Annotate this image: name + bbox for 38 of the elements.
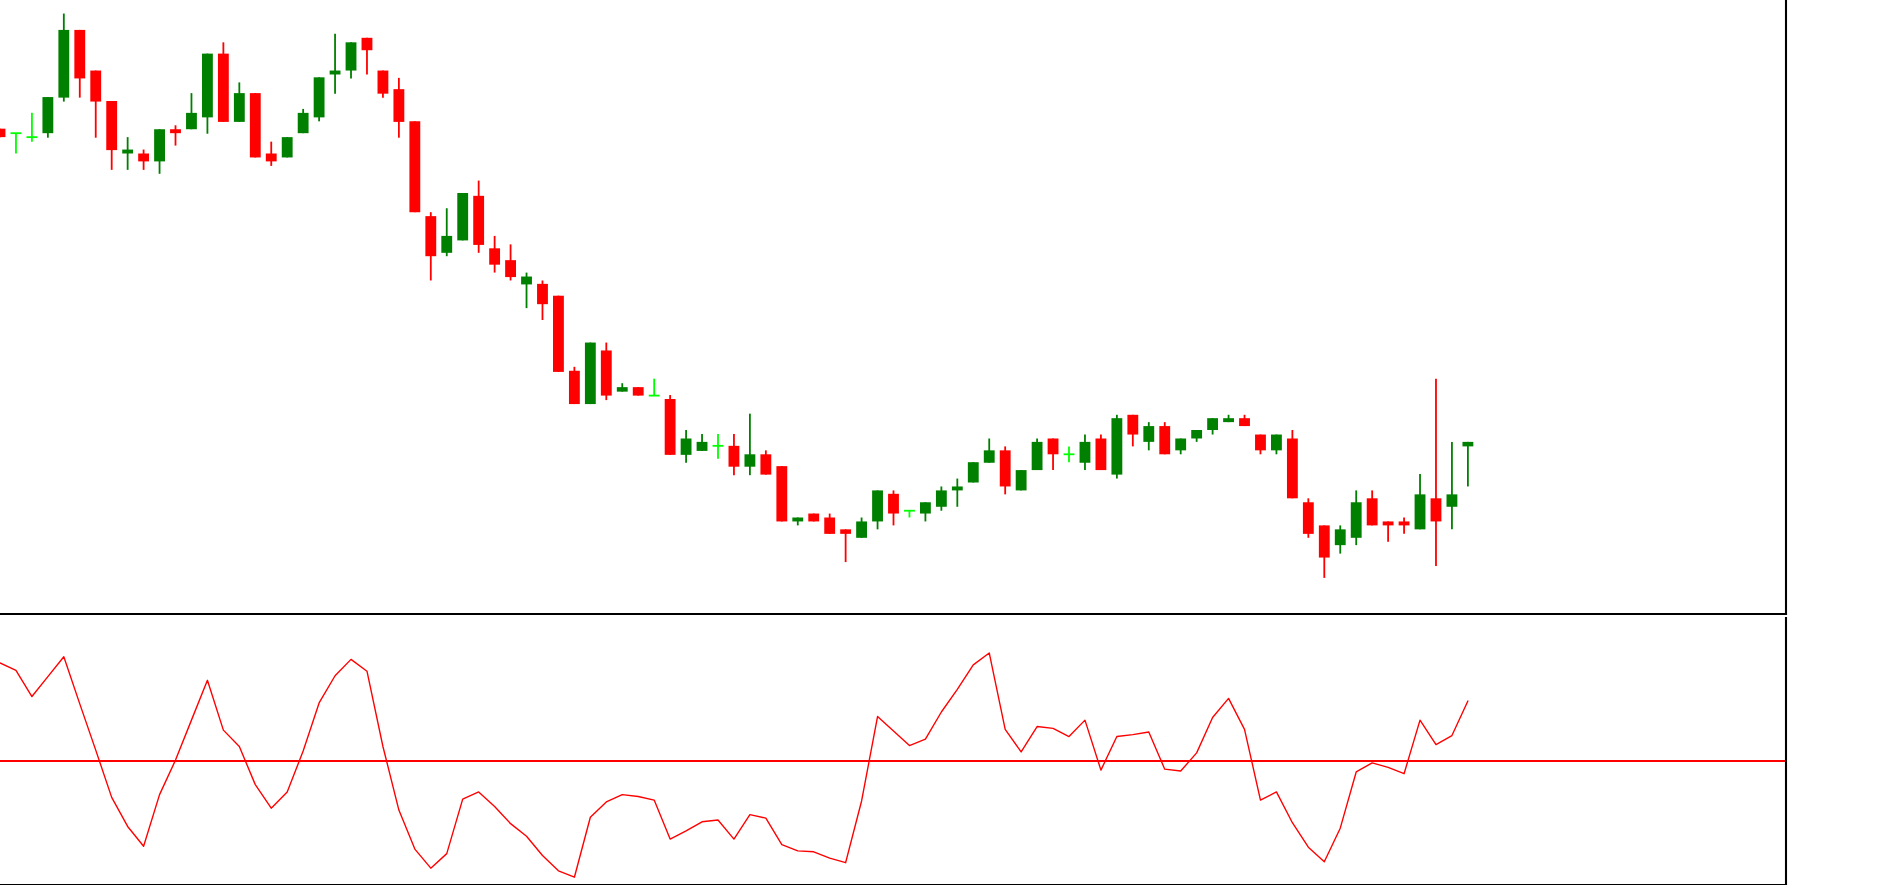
candlestick <box>744 412 756 477</box>
candlestick <box>138 148 150 171</box>
candlestick <box>377 69 389 99</box>
candlestick <box>441 207 453 258</box>
candlestick <box>680 429 692 464</box>
candlestick <box>1382 520 1394 543</box>
candlestick <box>647 377 661 397</box>
candlestick <box>888 489 899 527</box>
candlestick <box>186 92 197 131</box>
candlestick <box>1079 433 1091 471</box>
candlestick <box>25 111 39 143</box>
candlestick <box>840 528 852 563</box>
candlestick <box>9 132 23 155</box>
candlestick <box>1047 437 1059 471</box>
candlestick <box>265 140 277 167</box>
candlestick <box>824 512 836 535</box>
candlestick <box>951 477 963 508</box>
candlestick <box>489 234 501 274</box>
candlestick <box>983 437 995 464</box>
candlestick <box>537 279 548 321</box>
candlestick <box>297 108 309 135</box>
candlestick <box>728 433 740 477</box>
candlestick <box>760 449 772 476</box>
candlestick <box>505 243 516 282</box>
candlestick <box>856 516 868 539</box>
candlestick <box>711 433 725 460</box>
candlestick <box>967 461 979 484</box>
candlestick <box>521 271 532 310</box>
candlestick <box>1334 524 1346 555</box>
candlestick <box>919 501 931 523</box>
candlestick <box>170 124 181 147</box>
candlestick <box>1143 421 1155 452</box>
candlestick <box>1062 445 1076 464</box>
candlestick <box>1430 377 1442 567</box>
candlestick <box>1446 440 1458 531</box>
candlestick <box>1127 413 1139 448</box>
candlestick <box>935 485 947 512</box>
candlestick <box>1462 440 1474 488</box>
